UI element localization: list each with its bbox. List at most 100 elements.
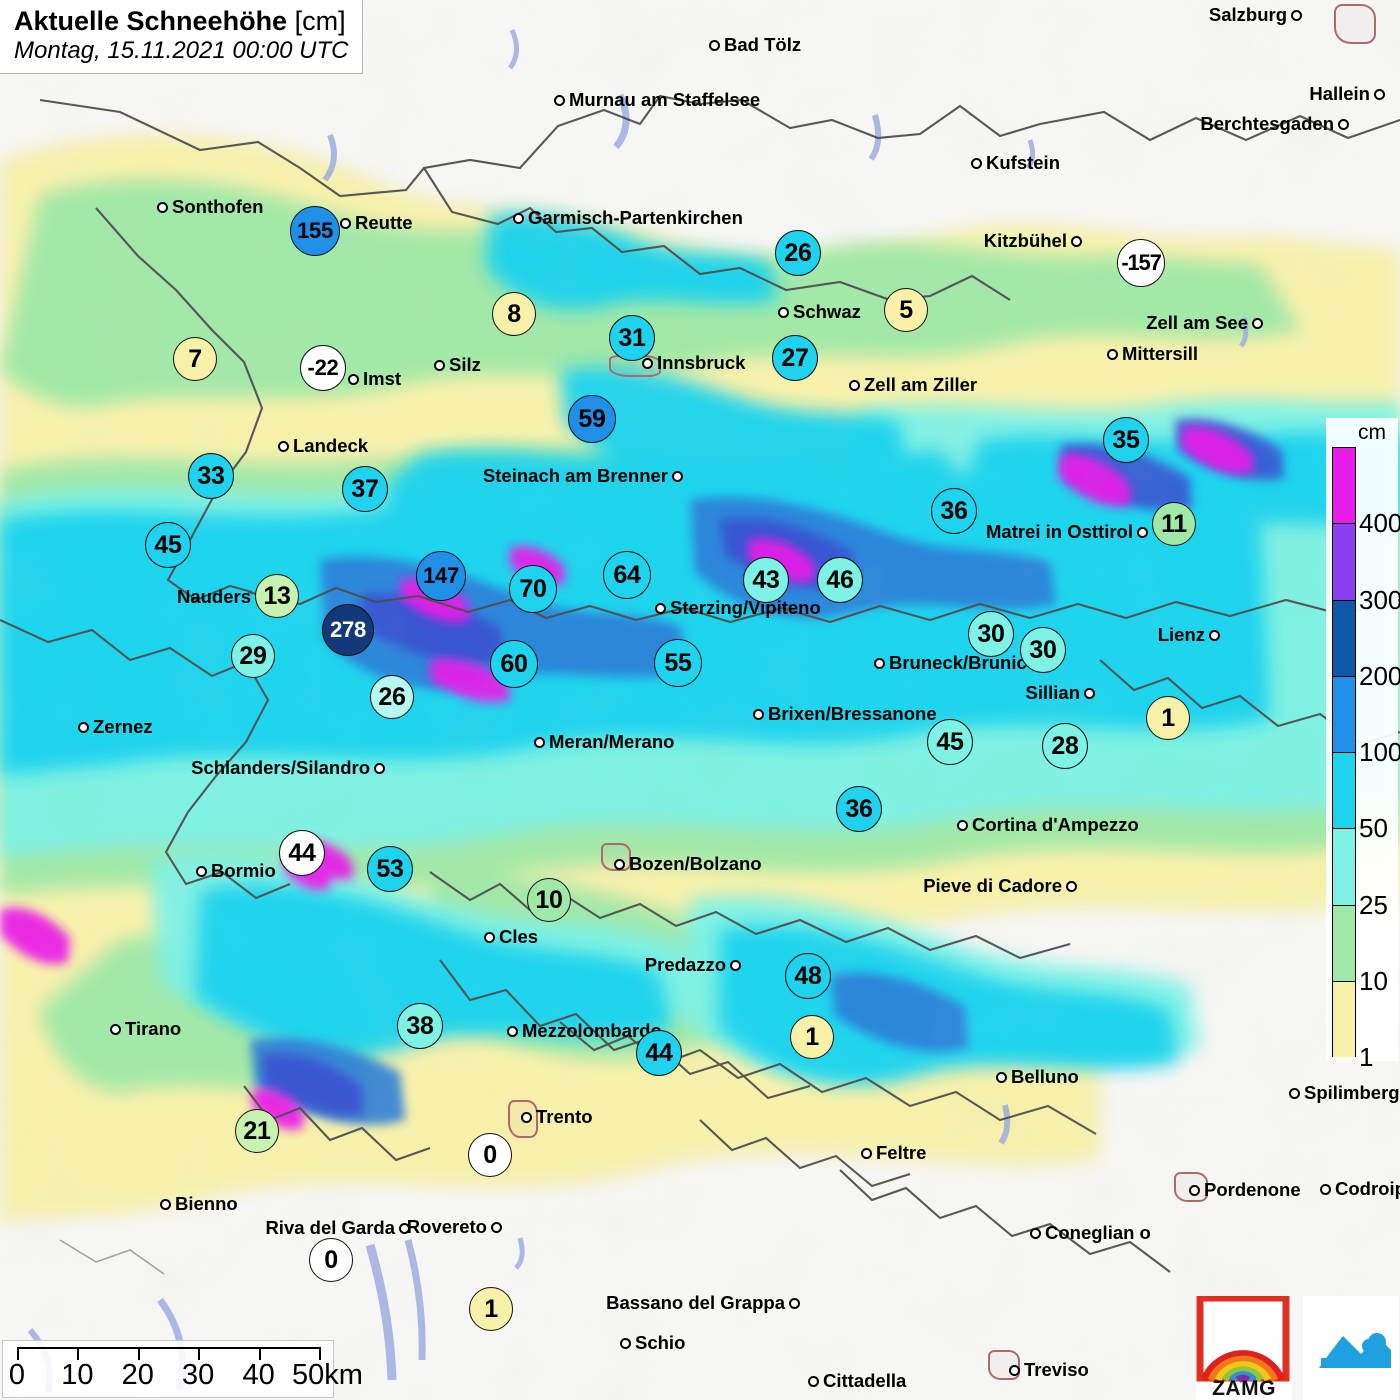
- station-marker[interactable]: 46: [817, 557, 863, 603]
- city-marker[interactable]: Bruneck/Brunico: [874, 653, 1038, 673]
- station-marker[interactable]: 44: [279, 830, 325, 876]
- city-marker[interactable]: Predazzo: [645, 955, 741, 975]
- station-marker[interactable]: 27: [772, 335, 818, 381]
- city-marker[interactable]: Cortina d'Ampezzo: [957, 815, 1139, 835]
- city-marker[interactable]: Lienz: [1158, 625, 1220, 645]
- city-marker[interactable]: Mittersill: [1107, 344, 1198, 364]
- city-marker[interactable]: Coneglian o: [1030, 1223, 1151, 1243]
- city-marker[interactable]: Bormio: [196, 861, 276, 881]
- title-text: Aktuelle Schneehöhe: [14, 6, 288, 36]
- station-marker[interactable]: 8: [492, 292, 536, 336]
- station-marker[interactable]: 48: [785, 953, 831, 999]
- station-marker[interactable]: 35: [1103, 417, 1149, 463]
- city-marker[interactable]: Brixen/Bressanone: [753, 704, 937, 724]
- city-marker[interactable]: Pordenone: [1189, 1180, 1301, 1200]
- station-marker[interactable]: 5: [884, 288, 928, 332]
- station-marker[interactable]: 28: [1042, 723, 1088, 769]
- station-marker[interactable]: 70: [509, 565, 557, 613]
- station-marker[interactable]: 45: [145, 522, 191, 568]
- station-marker[interactable]: 26: [775, 230, 821, 276]
- station-marker[interactable]: 64: [603, 551, 651, 599]
- city-marker[interactable]: Bozen/Bolzano: [614, 854, 762, 874]
- station-marker[interactable]: 11: [1152, 502, 1196, 546]
- station-marker[interactable]: 0: [309, 1238, 353, 1282]
- city-marker[interactable]: Nauders: [177, 587, 266, 607]
- city-marker[interactable]: Bassano del Grappa: [606, 1293, 800, 1313]
- city-marker[interactable]: Hallein: [1309, 84, 1385, 104]
- city-marker[interactable]: Innsbruck: [642, 353, 745, 373]
- city-marker[interactable]: Spilimbergo: [1289, 1083, 1400, 1103]
- city-marker[interactable]: Zell am Ziller: [849, 375, 977, 395]
- city-marker[interactable]: Bienno: [160, 1194, 238, 1214]
- city-dot-icon: [160, 1198, 171, 1210]
- station-marker[interactable]: 1: [469, 1287, 513, 1331]
- city-marker[interactable]: Imst: [348, 369, 401, 389]
- city-marker[interactable]: Mezzolombardo: [507, 1021, 662, 1041]
- station-marker[interactable]: 44: [636, 1030, 682, 1076]
- city-marker[interactable]: Rovereto: [407, 1217, 502, 1237]
- station-marker[interactable]: 21: [235, 1109, 279, 1153]
- city-marker[interactable]: Kitzbühel: [984, 231, 1082, 251]
- city-marker[interactable]: Berchtesgaden: [1200, 114, 1349, 134]
- station-marker[interactable]: 60: [490, 640, 538, 688]
- station-marker[interactable]: 1: [1146, 696, 1190, 740]
- city-marker[interactable]: Tirano: [110, 1019, 181, 1039]
- city-marker[interactable]: Sonthofen: [157, 197, 263, 217]
- city-marker[interactable]: Feltre: [861, 1143, 926, 1163]
- city-marker[interactable]: Schlanders/Silandro: [191, 758, 385, 778]
- scale-label-0: 0: [8, 1359, 26, 1391]
- station-marker[interactable]: 36: [931, 488, 977, 534]
- city-marker[interactable]: Kufstein: [971, 153, 1060, 173]
- city-marker[interactable]: Schio: [620, 1333, 685, 1353]
- station-marker[interactable]: 33: [188, 453, 234, 499]
- station-marker[interactable]: 30: [1020, 627, 1066, 673]
- station-marker[interactable]: -22: [300, 345, 346, 391]
- station-marker[interactable]: 7: [173, 337, 217, 381]
- city-marker[interactable]: Pieve di Cadore: [923, 876, 1077, 896]
- station-marker[interactable]: 55: [654, 639, 702, 687]
- station-marker[interactable]: -157: [1117, 239, 1165, 287]
- station-marker[interactable]: 38: [397, 1003, 443, 1049]
- city-marker[interactable]: Silz: [434, 355, 481, 375]
- city-marker[interactable]: Sterzing/Vipiteno: [655, 598, 821, 618]
- city-marker[interactable]: Steinach am Brenner: [483, 466, 683, 486]
- station-marker[interactable]: 31: [609, 315, 655, 361]
- city-marker[interactable]: Murnau am Staffelsee: [554, 90, 760, 110]
- city-marker[interactable]: Belluno: [996, 1067, 1079, 1087]
- station-marker[interactable]: 43: [743, 557, 789, 603]
- city-marker[interactable]: Zernez: [78, 717, 153, 737]
- city-marker[interactable]: Landeck: [278, 436, 368, 456]
- station-marker[interactable]: 30: [968, 611, 1014, 657]
- station-marker[interactable]: 0: [468, 1133, 512, 1177]
- station-marker[interactable]: 10: [527, 878, 571, 922]
- station-marker[interactable]: 53: [367, 846, 413, 892]
- station-marker[interactable]: 278: [322, 604, 374, 656]
- station-marker[interactable]: 45: [927, 719, 973, 765]
- city-marker[interactable]: Reutte: [340, 213, 413, 233]
- city-marker[interactable]: Codroipo: [1320, 1179, 1400, 1199]
- station-marker[interactable]: 26: [370, 675, 414, 719]
- city-label: Schwaz: [793, 301, 861, 322]
- city-marker[interactable]: Schwaz: [778, 301, 861, 322]
- station-marker[interactable]: 29: [231, 634, 275, 678]
- station-marker[interactable]: 59: [568, 395, 616, 443]
- city-marker[interactable]: Riva del Garda: [265, 1218, 410, 1238]
- station-marker[interactable]: 147: [416, 551, 466, 601]
- city-dot-icon: [971, 157, 982, 169]
- station-marker[interactable]: 36: [836, 786, 882, 832]
- city-marker[interactable]: Trento: [521, 1107, 593, 1127]
- city-marker[interactable]: Cles: [484, 927, 538, 947]
- city-marker[interactable]: Meran/Merano: [534, 732, 674, 752]
- city-marker[interactable]: Matrei in Osttirol: [986, 522, 1148, 542]
- station-marker[interactable]: 37: [342, 466, 388, 512]
- station-marker[interactable]: 13: [255, 574, 299, 618]
- city-marker[interactable]: Zell am See: [1146, 313, 1263, 333]
- station-marker[interactable]: 1: [790, 1015, 834, 1059]
- city-marker[interactable]: Sillian: [1026, 683, 1095, 703]
- city-marker[interactable]: Treviso: [1009, 1360, 1089, 1380]
- city-marker[interactable]: Garmisch-Partenkirchen: [513, 208, 743, 228]
- city-marker[interactable]: Salzburg: [1209, 5, 1302, 25]
- station-marker[interactable]: 155: [290, 206, 340, 256]
- city-marker[interactable]: Bad Tölz: [709, 35, 801, 55]
- city-marker[interactable]: Cittadella: [808, 1371, 906, 1391]
